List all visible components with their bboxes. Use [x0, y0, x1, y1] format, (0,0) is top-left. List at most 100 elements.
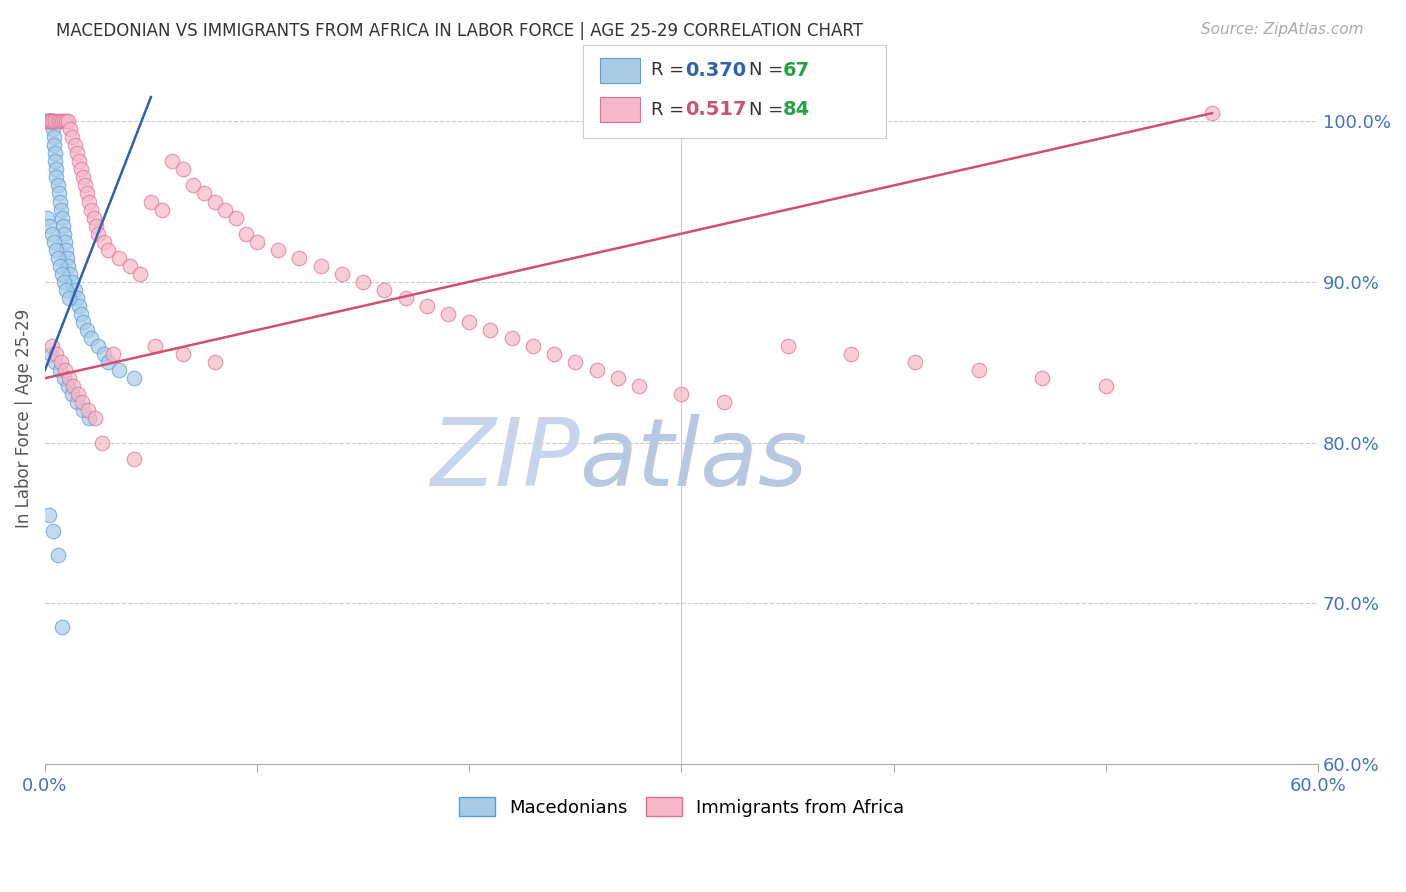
Point [66, 395, 89, 409]
Point [87, 227, 110, 241]
Text: N =: N = [749, 101, 789, 119]
Point [44, 138, 66, 153]
Point [288, 251, 311, 265]
Point [839, 347, 862, 361]
Point [75, 178, 97, 193]
Point [45, 162, 67, 177]
Point [172, 347, 194, 361]
Point [60, 275, 83, 289]
Point [91, 435, 114, 450]
Point [129, 267, 152, 281]
Point [97, 355, 120, 369]
Point [53, 275, 76, 289]
Point [38, 114, 60, 128]
Point [108, 363, 131, 377]
Point [44, 146, 66, 161]
Point [66, 291, 89, 305]
Point [42, 114, 65, 128]
Point [45, 170, 67, 185]
Point [235, 227, 257, 241]
Point [58, 371, 80, 385]
Point [79, 411, 101, 425]
Point [108, 251, 131, 265]
Point [41, 227, 63, 241]
Point [79, 194, 101, 209]
Point [62, 379, 84, 393]
Point [967, 363, 990, 377]
Point [59, 267, 82, 281]
Point [183, 178, 205, 193]
Point [52, 114, 75, 128]
Point [606, 371, 628, 385]
Point [267, 243, 290, 257]
Point [66, 146, 89, 161]
Point [713, 395, 735, 409]
Point [41, 114, 63, 128]
Point [42, 122, 65, 136]
Point [46, 548, 69, 562]
Text: 0.370: 0.370 [685, 61, 745, 80]
Point [437, 307, 460, 321]
Point [49, 259, 72, 273]
Point [479, 323, 502, 337]
Point [143, 339, 166, 353]
Point [52, 371, 75, 385]
Point [37, 114, 59, 128]
Point [87, 339, 110, 353]
Point [35, 114, 58, 128]
Point [49, 202, 72, 217]
Point [42, 235, 65, 249]
Point [52, 219, 75, 233]
Point [56, 379, 79, 393]
Point [83, 411, 105, 425]
Point [416, 299, 439, 313]
Point [59, 122, 82, 136]
Point [48, 363, 70, 377]
Point [101, 347, 124, 361]
Point [309, 259, 332, 273]
Point [193, 186, 215, 201]
Text: R =: R = [651, 62, 690, 79]
Point [51, 114, 73, 128]
Point [66, 387, 89, 401]
Point [37, 211, 59, 225]
Point [93, 235, 115, 249]
Point [48, 186, 70, 201]
Point [63, 138, 86, 153]
Point [38, 114, 60, 128]
Point [80, 331, 103, 345]
Point [628, 379, 651, 393]
Point [56, 114, 79, 128]
Point [56, 259, 79, 273]
Point [53, 363, 76, 377]
Point [44, 355, 66, 369]
Point [42, 524, 65, 538]
Point [564, 355, 586, 369]
Point [39, 114, 62, 128]
Point [51, 620, 73, 634]
Point [214, 202, 236, 217]
Point [118, 259, 141, 273]
Text: 0.517: 0.517 [685, 100, 747, 120]
Point [39, 347, 62, 361]
Point [225, 211, 247, 225]
Point [48, 114, 70, 128]
Point [67, 154, 90, 169]
Point [39, 114, 62, 128]
Point [38, 219, 60, 233]
Point [51, 211, 73, 225]
Point [160, 154, 183, 169]
Point [60, 130, 83, 145]
Point [1095, 379, 1118, 393]
Point [60, 387, 83, 401]
Legend: Macedonians, Immigrants from Africa: Macedonians, Immigrants from Africa [451, 790, 911, 824]
Point [70, 395, 93, 409]
Point [76, 323, 98, 337]
Point [35, 114, 58, 128]
Point [458, 315, 481, 329]
Point [172, 162, 194, 177]
Text: N =: N = [749, 62, 789, 79]
Point [63, 283, 86, 297]
Point [72, 315, 94, 329]
Point [44, 114, 66, 128]
